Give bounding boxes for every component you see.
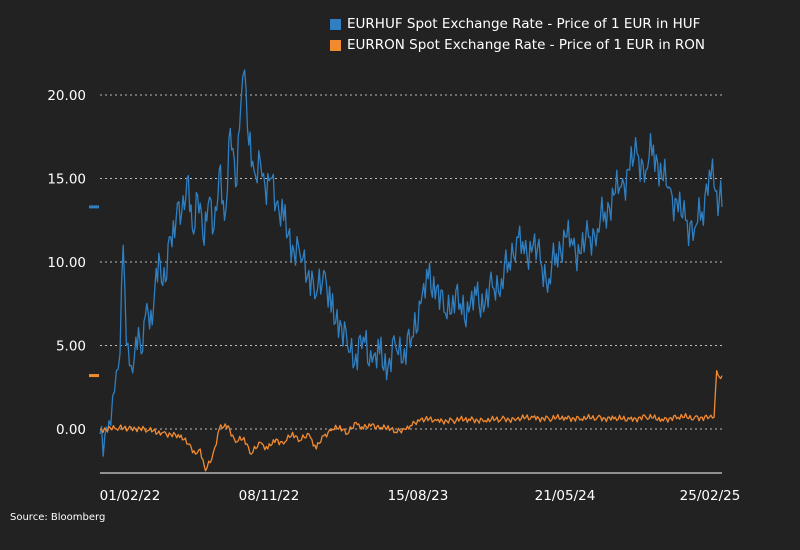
x-tick-label: 08/11/22 <box>239 488 300 504</box>
legend-item-eurron: EURRON Spot Exchange Rate - Price of 1 E… <box>330 35 705 56</box>
x-tick-label: 25/02/25 <box>680 488 741 504</box>
legend-label: EURHUF Spot Exchange Rate - Price of 1 E… <box>347 16 701 32</box>
legend-swatch <box>330 40 341 51</box>
eurron-last-value-marker <box>89 374 99 378</box>
series-lines <box>99 69 723 472</box>
eurhuf-line <box>99 69 723 457</box>
x-tick-label: 01/02/22 <box>100 488 161 504</box>
legend-swatch <box>330 19 341 30</box>
source-note: Source: Bloomberg <box>10 512 106 523</box>
y-axis-tick-labels: 0.00 5.00 10.00 15.00 20.00 <box>47 88 86 438</box>
y-tick-label: 15.00 <box>47 172 86 188</box>
y-tick-label: 0.00 <box>56 422 86 438</box>
legend-item-eurhuf: EURHUF Spot Exchange Rate - Price of 1 E… <box>330 14 705 35</box>
x-axis: 01/02/22 08/11/22 15/08/23 21/05/24 25/02/25 <box>100 472 741 504</box>
x-tick-label: 15/08/23 <box>388 488 449 504</box>
grid-lines <box>100 94 722 430</box>
x-tick-label: 21/05/24 <box>535 488 596 504</box>
y-tick-label: 5.00 <box>56 339 86 355</box>
last-value-markers <box>89 205 99 378</box>
y-tick-label: 10.00 <box>47 255 86 271</box>
eurron-line <box>99 369 723 472</box>
eurhuf-last-value-marker <box>89 205 99 209</box>
legend: EURHUF Spot Exchange Rate - Price of 1 E… <box>330 14 705 56</box>
y-tick-label: 20.00 <box>47 88 86 104</box>
legend-label: EURRON Spot Exchange Rate - Price of 1 E… <box>347 37 706 53</box>
